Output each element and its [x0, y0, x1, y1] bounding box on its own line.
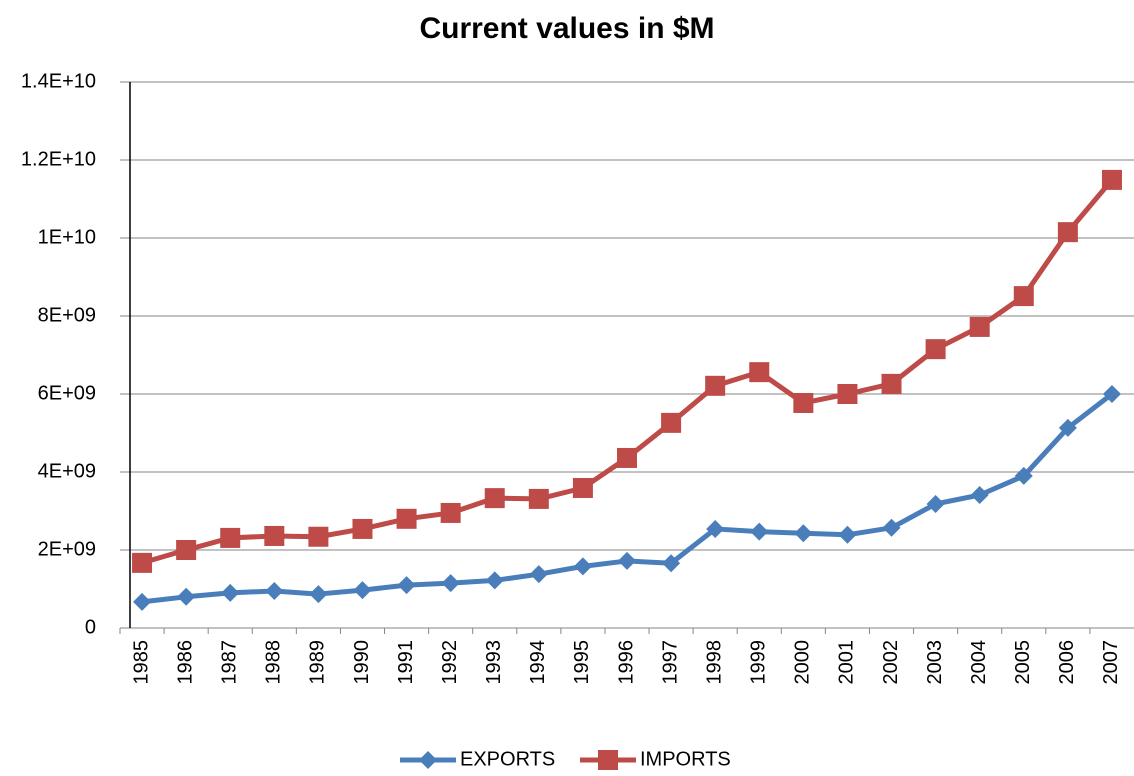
marker: [132, 552, 153, 573]
marker: [926, 494, 945, 513]
marker: [598, 750, 618, 770]
legend-label: IMPORTS: [640, 748, 731, 770]
x-tick-label: 2000: [792, 640, 814, 685]
y-tick-label: 2E+09: [38, 538, 96, 560]
x-tick-label: 1998: [703, 640, 725, 685]
marker: [1101, 169, 1122, 190]
marker: [661, 412, 682, 433]
y-tick-label: 4E+09: [38, 460, 96, 482]
y-tick-label: 8E+09: [38, 304, 96, 326]
marker: [485, 571, 504, 590]
marker: [838, 525, 857, 544]
marker: [133, 592, 152, 611]
x-tick-label: 1987: [218, 640, 240, 685]
series-line: [141, 178, 1114, 566]
marker: [441, 574, 460, 593]
marker: [1057, 222, 1078, 243]
y-tick-label: 6E+09: [38, 382, 96, 404]
marker: [220, 527, 241, 548]
x-tick-label: 1996: [615, 640, 637, 685]
marker: [528, 488, 549, 509]
series-line: [141, 392, 1114, 605]
marker: [837, 384, 858, 404]
marker: [176, 540, 197, 560]
y-tick-label: 1E+10: [38, 226, 96, 248]
marker: [1058, 418, 1077, 437]
marker: [749, 362, 770, 383]
marker: [397, 576, 416, 595]
marker: [440, 502, 461, 523]
marker: [882, 518, 901, 537]
x-tick-label: 2003: [924, 640, 946, 685]
legend-label: EXPORTS: [460, 748, 555, 770]
marker: [1014, 466, 1033, 485]
marker: [353, 581, 372, 600]
x-tick-label: 1985: [130, 640, 152, 685]
x-tick-label: 1991: [395, 640, 417, 685]
marker: [706, 519, 725, 538]
y-tick-label: 1.2E+10: [21, 148, 96, 170]
marker: [969, 316, 990, 337]
x-tick-label: 2002: [880, 640, 902, 685]
marker: [308, 526, 329, 547]
x-tick-label: 2004: [968, 640, 990, 685]
marker: [662, 554, 681, 573]
x-tick-label: 1989: [307, 640, 329, 685]
x-tick-label: 1992: [439, 640, 461, 685]
marker: [265, 581, 284, 600]
y-tick-label: 1.4E+10: [21, 70, 96, 92]
marker: [573, 557, 592, 576]
x-tick-label: 1993: [483, 640, 505, 685]
x-tick-label: 1994: [527, 640, 549, 685]
marker: [793, 392, 814, 413]
marker: [794, 524, 813, 543]
marker: [264, 525, 285, 546]
chart-title: Current values in $M: [419, 12, 714, 45]
marker: [750, 522, 769, 541]
x-tick-label: 1995: [571, 640, 593, 685]
marker: [529, 565, 548, 584]
x-tick-label: 2005: [1012, 640, 1034, 685]
x-tick-label: 1990: [351, 640, 373, 685]
legend: EXPORTS IMPORTS: [400, 748, 731, 770]
x-tick-label: 1986: [174, 640, 196, 685]
x-tick-label: 2007: [1100, 640, 1122, 685]
marker: [419, 751, 437, 769]
marker: [572, 477, 593, 498]
x-tick-label: 1988: [263, 640, 285, 685]
marker: [970, 486, 989, 505]
marker: [396, 508, 417, 529]
marker: [618, 551, 636, 570]
marker: [352, 518, 373, 539]
marker: [617, 447, 637, 468]
marker: [221, 583, 240, 602]
y-tick-label: 0: [85, 616, 96, 638]
marker: [484, 488, 505, 509]
marker: [177, 587, 196, 606]
x-tick-label: 1997: [659, 640, 681, 685]
marker: [309, 585, 328, 604]
marker: [1013, 286, 1034, 307]
marker: [881, 373, 902, 394]
x-tick-label: 2001: [836, 640, 858, 685]
x-tick-label: 1999: [748, 640, 770, 685]
x-tick-label: 2006: [1056, 640, 1078, 685]
marker: [705, 375, 726, 396]
marker: [925, 339, 946, 360]
marker: [1102, 385, 1121, 403]
